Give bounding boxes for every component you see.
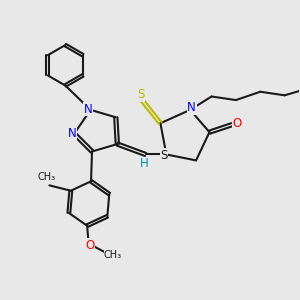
Text: N: N: [84, 103, 93, 116]
Text: N: N: [68, 127, 76, 140]
Text: CH₃: CH₃: [104, 250, 122, 260]
Text: S: S: [160, 148, 168, 162]
Text: O: O: [85, 238, 95, 251]
Text: H: H: [140, 158, 148, 170]
Text: N: N: [187, 101, 196, 114]
Text: O: O: [232, 117, 242, 130]
Text: CH₃: CH₃: [38, 172, 56, 182]
Text: S: S: [137, 88, 145, 101]
